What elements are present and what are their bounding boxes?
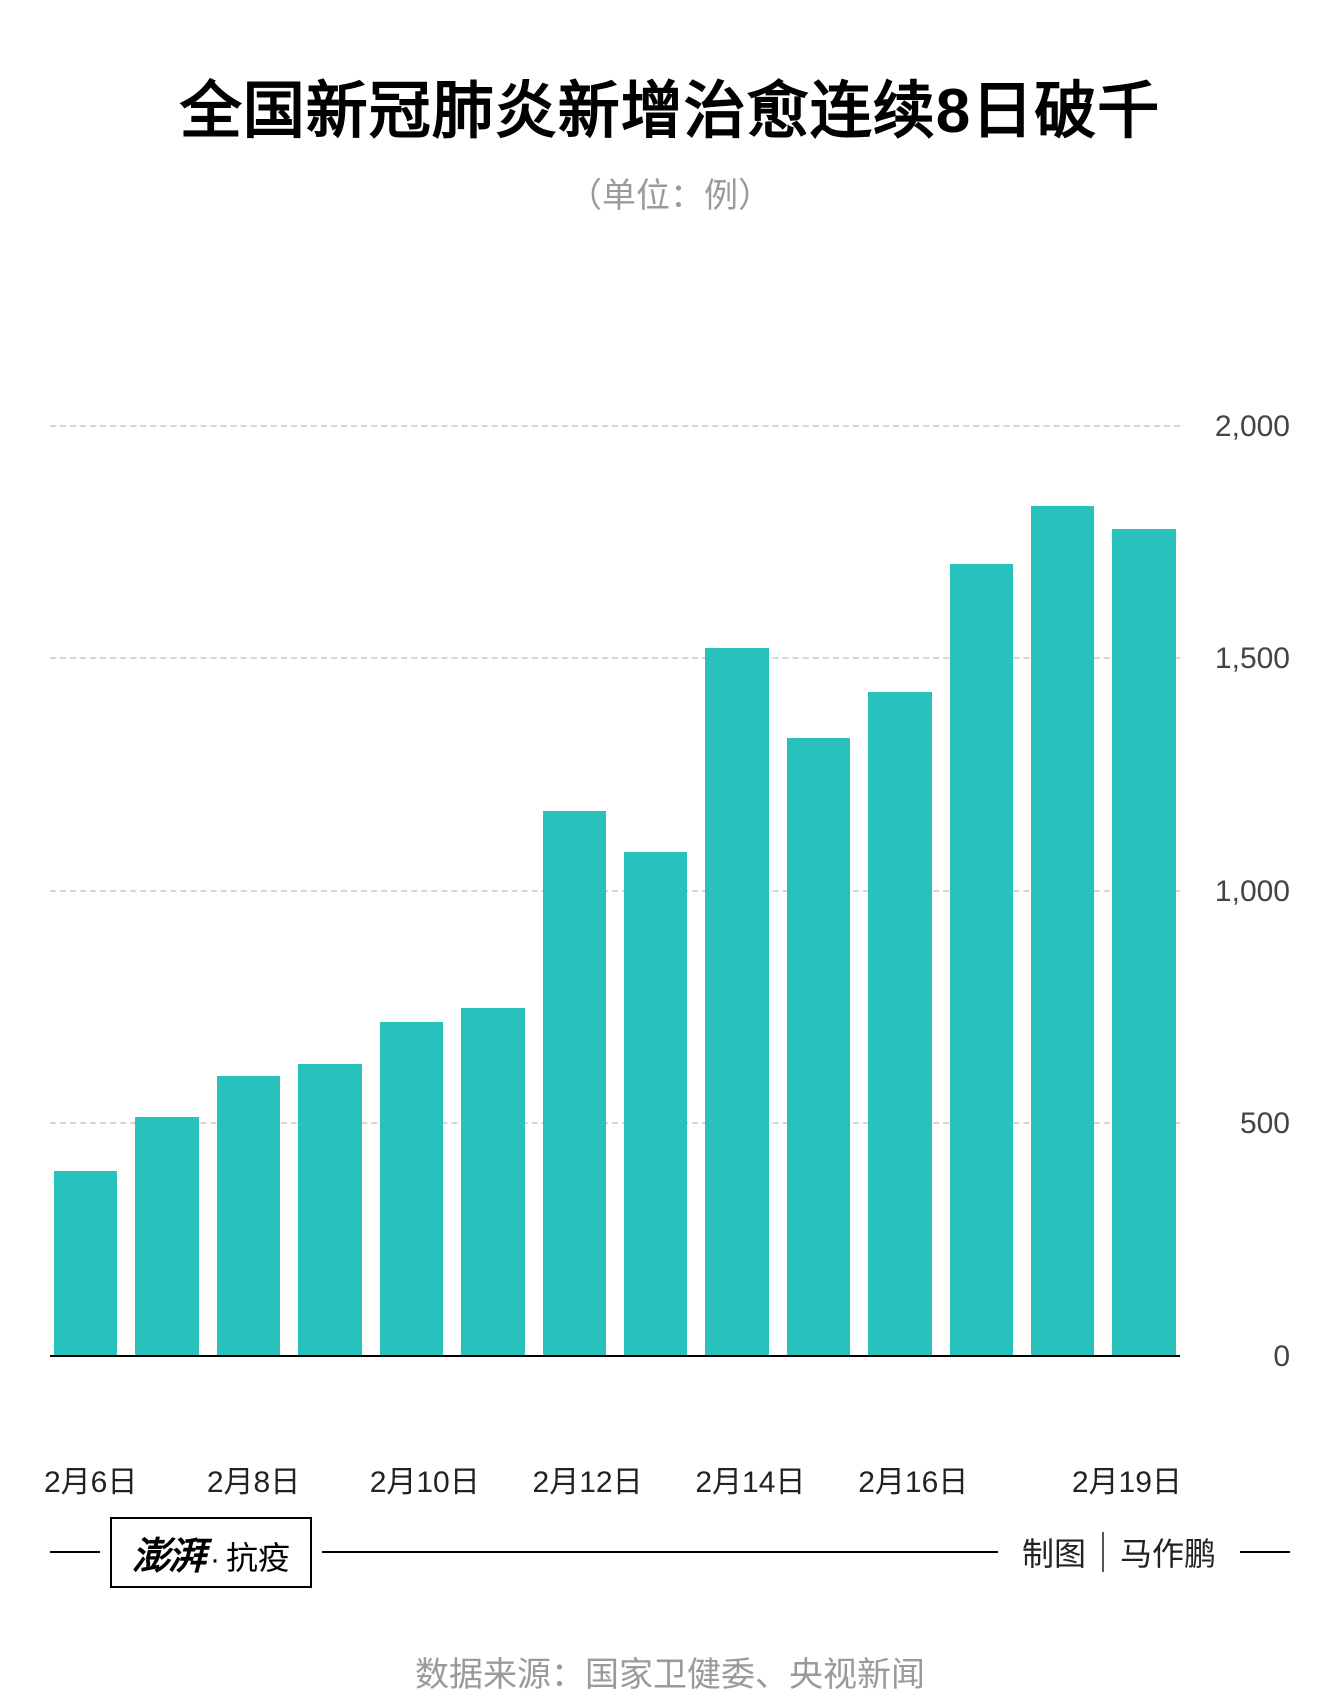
chart-baseline	[50, 1355, 1180, 1357]
source-prefix: 数据来源：	[415, 1656, 585, 1694]
bar-chart: 05001,0001,5002,000 2月6日2月8日2月10日2月12日2月…	[50, 357, 1290, 1407]
y-tick-label: 500	[1180, 1107, 1290, 1141]
logo-separator: ·	[210, 1543, 220, 1577]
page-root: 全国新冠肺炎新增治愈连续8日破千 （单位：例） 0 500 1,000 1,500 2,…	[0, 0, 1340, 1660]
divider	[322, 1551, 998, 1553]
x-tick-label: 2月12日	[533, 1457, 643, 1501]
chart-bar	[705, 648, 768, 1357]
x-tick-label: 2月14日	[695, 1457, 805, 1501]
chart-bar	[135, 1117, 198, 1357]
x-tick-label: 2月6日	[44, 1457, 137, 1501]
footer-band: 澎湃 · 抗疫 制图 马作鹏	[50, 1517, 1290, 1587]
credit-name: 马作鹏	[1120, 1529, 1220, 1575]
x-tick-label: 2月16日	[858, 1457, 968, 1501]
x-tick-label: 2月10日	[370, 1457, 480, 1501]
logo-script-text: 澎湃	[132, 1525, 204, 1580]
chart-bar	[950, 564, 1013, 1357]
source-text: 国家卫健委、央视新闻	[585, 1656, 925, 1694]
divider	[1102, 1532, 1104, 1572]
divider	[50, 1551, 100, 1553]
y-tick-label: 0	[1180, 1340, 1290, 1374]
chart-bar	[461, 1008, 524, 1357]
chart-bar	[868, 692, 931, 1357]
data-source: 数据来源：国家卫健委、央视新闻	[50, 1647, 1290, 1696]
chart-plot-area	[50, 357, 1180, 1357]
chart-bar	[543, 811, 606, 1358]
chart-bar	[1112, 529, 1175, 1357]
y-tick-label: 2,000	[1180, 410, 1290, 444]
chart-bar	[217, 1076, 280, 1357]
credit-label: 制图	[998, 1529, 1086, 1575]
chart-bar	[1031, 506, 1094, 1357]
x-tick-label: 2月19日	[1072, 1457, 1182, 1501]
y-tick-label: 1,500	[1180, 642, 1290, 676]
x-tick-label: 2月8日	[207, 1457, 300, 1501]
chart-bar	[380, 1022, 443, 1357]
divider	[1240, 1551, 1290, 1553]
chart-bars	[50, 357, 1180, 1357]
chart-bar	[54, 1171, 117, 1357]
chart-y-axis: 05001,0001,5002,000	[1180, 357, 1290, 1357]
chart-bar	[624, 852, 687, 1357]
page-title: 全国新冠肺炎新增治愈连续8日破千	[50, 60, 1290, 150]
chart-bar	[787, 738, 850, 1357]
chart-bar	[298, 1064, 361, 1357]
page-subtitle: （单位：例）	[50, 168, 1290, 217]
logo-plain-text: 抗疫	[226, 1533, 290, 1579]
y-tick-label: 1,000	[1180, 875, 1290, 909]
publisher-logo: 澎湃 · 抗疫	[110, 1517, 312, 1588]
